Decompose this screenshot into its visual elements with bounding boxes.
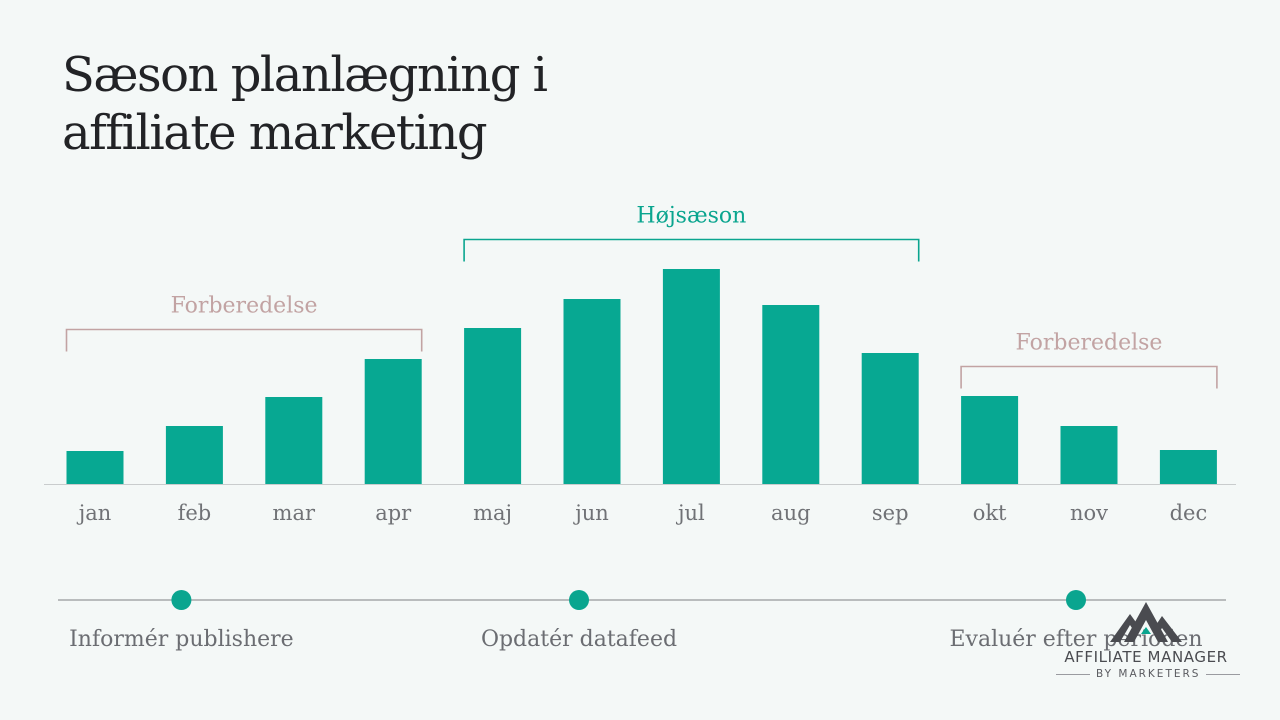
bar-dec: [1159, 450, 1217, 484]
period-label-1: Forberedelse: [171, 294, 318, 319]
bar-mar: [265, 397, 323, 484]
timeline-dot-2: [569, 590, 589, 610]
logo-subtitle-text: BY MARKETERS: [1096, 668, 1201, 680]
page-title-line-2: affiliate marketing: [62, 105, 488, 161]
tick-label-dec: dec: [1170, 501, 1208, 525]
bar-maj: [464, 328, 522, 484]
bar-feb: [165, 426, 223, 484]
tick-label-apr: apr: [375, 501, 412, 525]
bar-jul: [662, 269, 720, 484]
tick-label-sep: sep: [872, 501, 909, 525]
tick-label-mar: mar: [273, 501, 316, 525]
timeline-label-1: Informér publishere: [69, 627, 294, 652]
bar-jan: [66, 451, 124, 484]
logo-name: AFFILIATE MANAGER: [1064, 648, 1228, 666]
bar-apr: [364, 359, 422, 484]
tick-label-jul: jul: [675, 501, 705, 525]
logo-subtitle: BY MARKETERS: [1050, 668, 1242, 680]
logo-rule-right: [1206, 673, 1241, 675]
tick-label-nov: nov: [1070, 501, 1108, 525]
bar-aug: [762, 305, 820, 484]
timeline-dot-3: [1066, 590, 1086, 610]
period-label-2: Højsæson: [636, 204, 746, 229]
bar-sep: [861, 353, 919, 484]
tick-label-okt: okt: [973, 501, 1007, 525]
timeline-label-2: Opdatér datafeed: [481, 627, 677, 652]
page-title: Sæson planlægning i affiliate marketing: [62, 46, 762, 162]
tick-label-jun: jun: [572, 501, 609, 525]
bar-nov: [1060, 426, 1118, 484]
period-label-3: Forberedelse: [1016, 331, 1163, 356]
brand-logo: AFFILIATE MANAGER BY MARKETERS: [1050, 596, 1242, 686]
bar-jun: [563, 299, 621, 484]
logo-rule-left: [1056, 673, 1090, 675]
period-bracket-3: [960, 365, 1218, 389]
tick-label-maj: maj: [473, 501, 512, 525]
bar-okt: [961, 396, 1019, 484]
tick-label-aug: aug: [771, 501, 811, 525]
tick-label-jan: jan: [76, 501, 112, 525]
mountain-logo-icon: [1110, 602, 1182, 642]
period-bracket-1: [65, 328, 423, 352]
timeline-dot-1: [171, 590, 192, 610]
page-title-line-1: Sæson planlægning i: [62, 47, 548, 103]
tick-label-feb: feb: [178, 501, 212, 525]
period-bracket-2: [463, 238, 920, 262]
